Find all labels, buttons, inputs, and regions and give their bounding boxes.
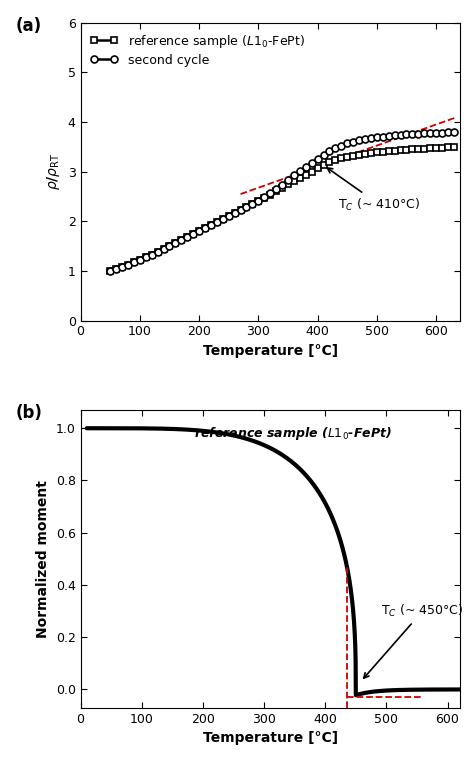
second cycle <box>285 176 291 185</box>
reference sample ($L1_0$-FePt) <box>119 263 125 272</box>
reference sample ($L1_0$-FePt) <box>285 180 291 189</box>
reference sample ($L1_0$-FePt) <box>196 227 202 236</box>
second cycle <box>119 263 125 272</box>
Text: reference sample ($L1_0$-FePt): reference sample ($L1_0$-FePt) <box>194 425 392 442</box>
Y-axis label: Normalized moment: Normalized moment <box>36 480 50 638</box>
Text: (b): (b) <box>16 404 43 422</box>
second cycle <box>451 127 456 136</box>
second cycle <box>161 244 166 253</box>
Line: reference sample ($L1_0$-FePt): reference sample ($L1_0$-FePt) <box>107 143 457 275</box>
Y-axis label: $\rho$/$\rho$$_\mathrm{RT}$: $\rho$/$\rho$$_\mathrm{RT}$ <box>45 153 62 190</box>
second cycle <box>107 266 113 275</box>
Line: second cycle: second cycle <box>107 129 457 275</box>
Text: (a): (a) <box>16 17 42 35</box>
X-axis label: Temperature [°C]: Temperature [°C] <box>202 344 338 358</box>
Legend: reference sample ($L1_0$-FePt), second cycle: reference sample ($L1_0$-FePt), second c… <box>87 29 309 70</box>
reference sample ($L1_0$-FePt) <box>143 253 148 262</box>
Text: T$_C$ (~ 450°C): T$_C$ (~ 450°C) <box>364 603 464 678</box>
second cycle <box>356 136 362 145</box>
reference sample ($L1_0$-FePt) <box>107 266 113 275</box>
reference sample ($L1_0$-FePt) <box>451 142 456 151</box>
second cycle <box>445 127 451 136</box>
reference sample ($L1_0$-FePt) <box>161 244 166 253</box>
Text: T$_C$ (~ 410°C): T$_C$ (~ 410°C) <box>328 168 420 212</box>
second cycle <box>196 227 202 236</box>
second cycle <box>143 253 148 262</box>
reference sample ($L1_0$-FePt) <box>356 150 362 159</box>
X-axis label: Temperature [°C]: Temperature [°C] <box>202 731 338 745</box>
